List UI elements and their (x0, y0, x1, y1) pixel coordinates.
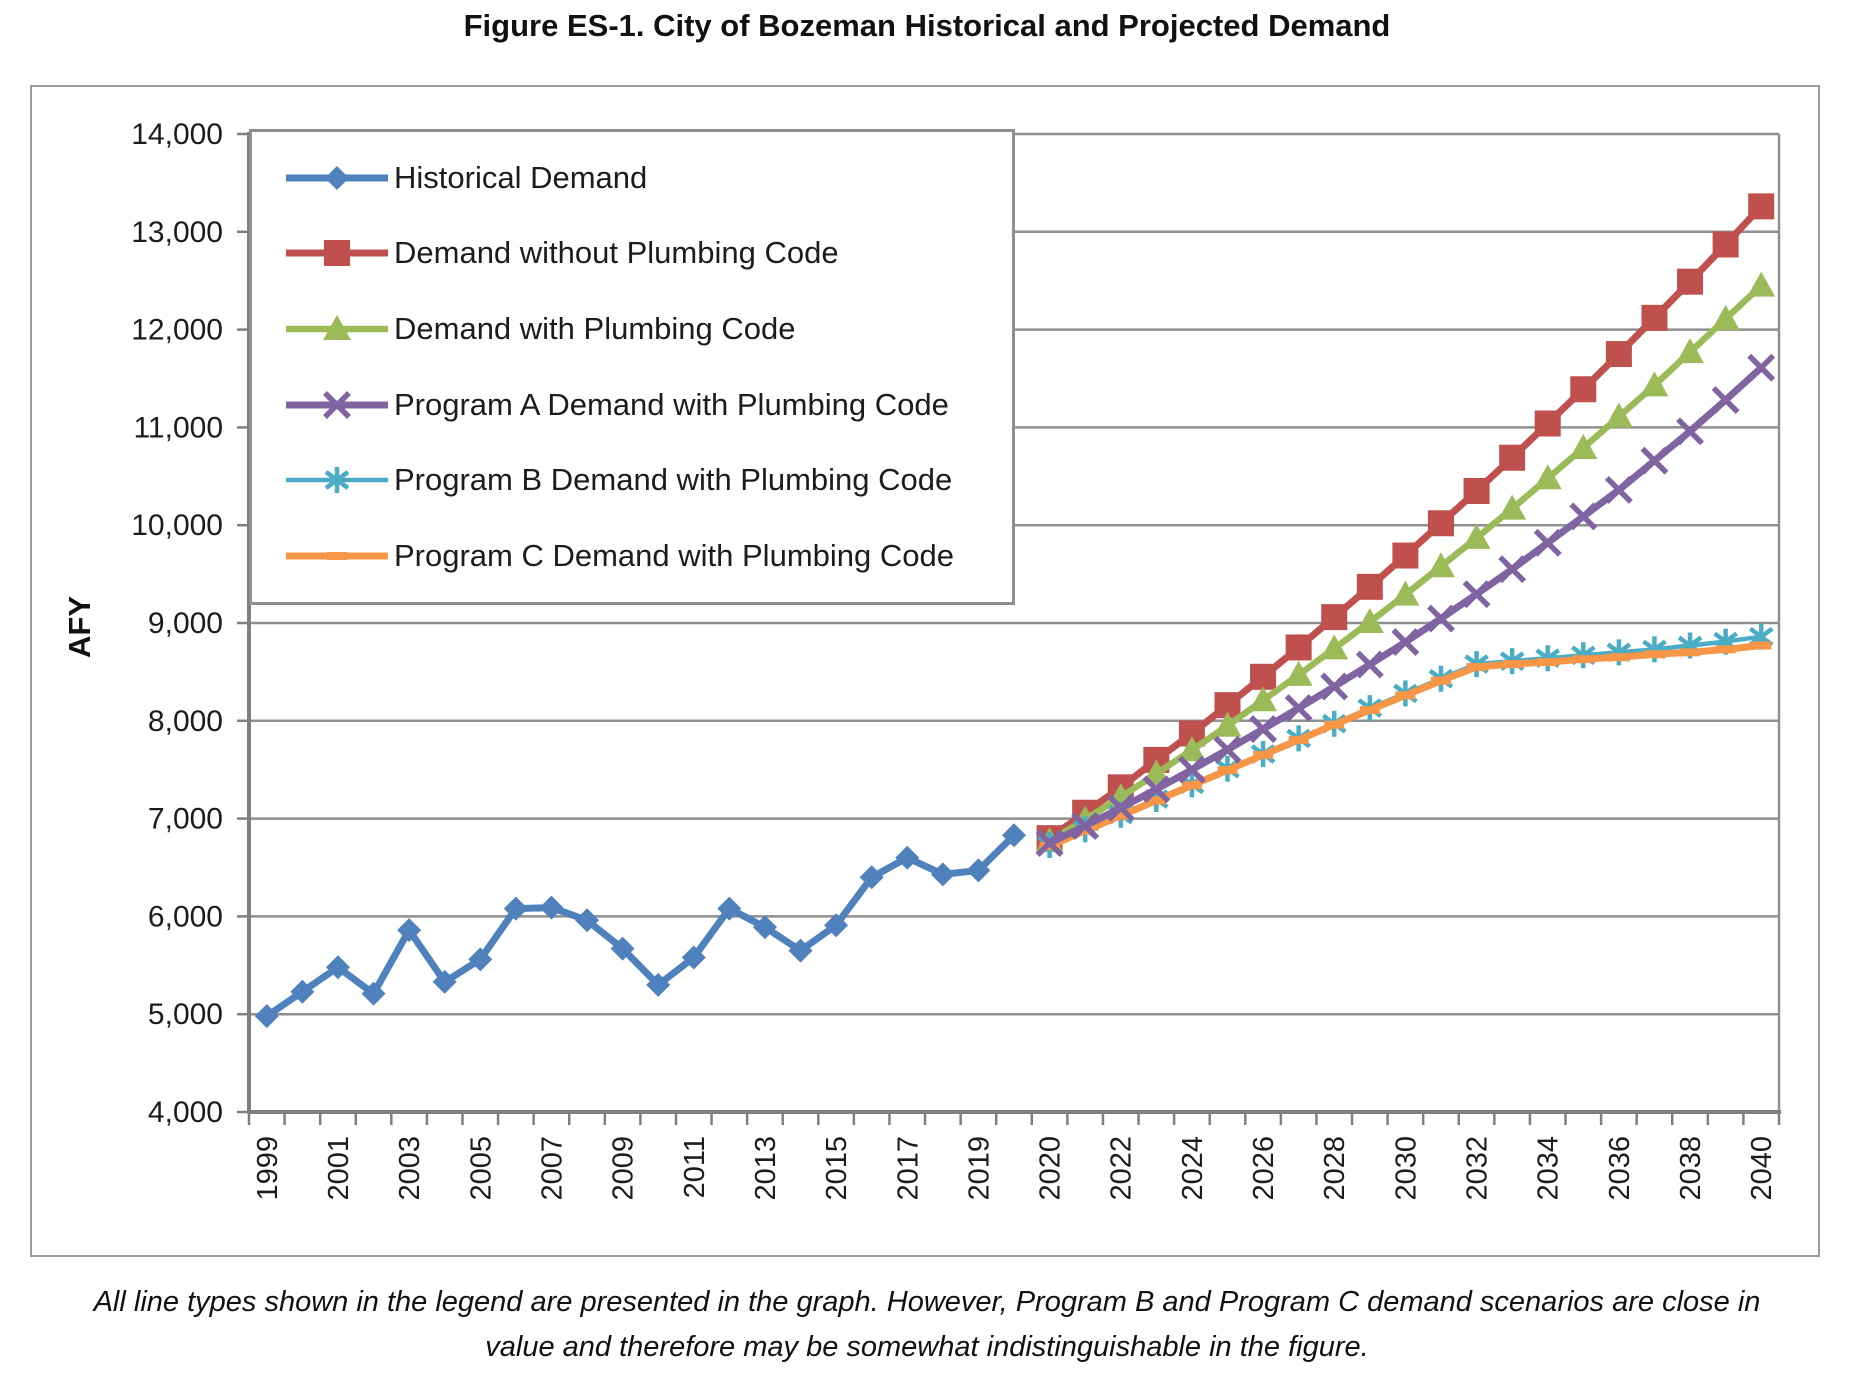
x-tick-label: 2022 (1106, 1136, 1138, 1201)
legend-marker-triangle-icon (286, 315, 388, 341)
y-tick-label: 13,000 (131, 216, 223, 249)
x-tick-label: 2019 (963, 1136, 995, 1201)
x-tick-label: 2011 (679, 1136, 711, 1198)
x-tick-label: 2009 (608, 1136, 640, 1201)
legend-label: Program A Demand with Plumbing Code (394, 386, 949, 422)
legend: Historical Demand Demand without Plumbing… (249, 129, 1015, 605)
x-tick-label: 2026 (1248, 1136, 1280, 1201)
y-tick-label: 12,000 (131, 314, 223, 347)
y-tick-label: 7,000 (148, 803, 223, 836)
y-tick-label: 14,000 (131, 118, 223, 151)
x-tick-label: 2003 (394, 1136, 426, 1201)
legend-marker-diamond-icon (286, 165, 388, 190)
legend-label: Program B Demand with Plumbing Code (394, 462, 953, 498)
x-tick-label: 2036 (1604, 1136, 1636, 1201)
series-historical-demand (254, 823, 1026, 1029)
figure-title: Figure ES-1. City of Bozeman Historical … (463, 8, 1391, 43)
y-tick-label: 11,000 (133, 411, 223, 444)
y-tick-label: 5,000 (148, 998, 223, 1031)
x-tick-label: 2038 (1675, 1136, 1707, 1201)
x-tick-label: 2034 (1533, 1136, 1565, 1201)
x-tick-label: 2007 (536, 1136, 568, 1201)
legend-label: Demand without Plumbing Code (394, 235, 839, 271)
y-tick-label: 8,000 (148, 705, 223, 738)
y-tick-label: 9,000 (148, 607, 223, 640)
legend-item: Demand without Plumbing Code (282, 235, 1012, 271)
legend-item: Program A Demand with Plumbing Code (282, 387, 1012, 423)
x-tick-label: 2024 (1177, 1136, 1209, 1201)
series-demand-with-plumbing-code (1035, 271, 1776, 853)
chart-frame: 4,000 5,000 6,000 7,000 8,000 9,000 10,000 11,0… (30, 85, 1820, 1257)
series-program-a-demand-with-plumbing-code (1035, 353, 1776, 857)
y-tick-label: 4,000 (148, 1096, 223, 1129)
x-tick-label: 2028 (1319, 1136, 1351, 1201)
legend-item: Program C Demand with Plumbing Code (282, 538, 1012, 574)
legend-marker-dash-icon (286, 552, 388, 561)
legend-label: Demand with Plumbing Code (394, 311, 796, 347)
y-tick-label: 6,000 (148, 900, 223, 933)
x-tick-label: 2040 (1746, 1136, 1778, 1201)
legend-label: Program C Demand with Plumbing Code (394, 538, 954, 574)
legend-label: Historical Demand (394, 159, 648, 195)
series-demand-without-plumbing-code (1036, 193, 1775, 852)
legend-marker-x-icon (286, 390, 388, 419)
legend-item: Historical Demand (282, 160, 1012, 196)
x-tick-label: 2015 (821, 1136, 853, 1201)
y-tick-label: 10,000 (131, 509, 223, 542)
x-tick-label: 2005 (465, 1136, 497, 1201)
x-tick-label: 2020 (1035, 1136, 1067, 1201)
x-tick-label: 2032 (1462, 1136, 1494, 1201)
x-tick-label: 2001 (323, 1136, 355, 1201)
legend-item: Demand with Plumbing Code (282, 311, 1012, 347)
legend-item: Program B Demand with Plumbing Code (282, 462, 1012, 498)
x-tick-label: 2030 (1390, 1136, 1422, 1201)
y-axis-title: AFY (62, 596, 97, 658)
x-tick-label: 2013 (750, 1136, 782, 1201)
series-program-b-demand-with-plumbing-code (1037, 623, 1774, 859)
figure-caption: All line types shown in the legend are p… (93, 1286, 1761, 1363)
legend-marker-asterisk-icon (286, 467, 388, 494)
x-tick-label: 1999 (252, 1136, 284, 1201)
legend-marker-square-icon (286, 240, 388, 267)
x-tick-label: 2017 (892, 1136, 924, 1201)
